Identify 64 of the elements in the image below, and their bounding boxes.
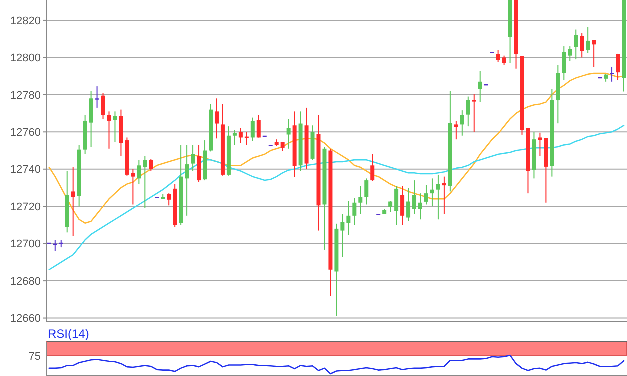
candlestick: [101, 92, 106, 120]
candlestick: [610, 66, 614, 82]
y-tick-label: 12820: [10, 15, 41, 28]
candlestick: [424, 184, 428, 206]
candlestick: [280, 142, 285, 152]
candlestick: [143, 156, 148, 209]
y-tick-label: 12780: [10, 90, 41, 102]
candlestick: [250, 117, 255, 142]
y-tick-label: 12680: [10, 276, 41, 288]
candlestick: [346, 200, 351, 236]
y-tick-label: 12800: [10, 52, 41, 65]
candlestick: [562, 46, 566, 81]
candlestick: [185, 144, 190, 216]
candlestick: [538, 132, 542, 157]
candlestick: [400, 186, 405, 226]
text: 75: [28, 350, 41, 363]
candlestick: [71, 167, 76, 237]
candlestick: [358, 186, 363, 215]
candlestick: [430, 178, 434, 208]
candlestick: [95, 86, 100, 108]
candlestick: [616, 53, 620, 81]
line-series: [48, 72, 625, 224]
y-tick-label: 12760: [10, 127, 41, 139]
line-series: [48, 124, 625, 271]
candlestick: [394, 186, 399, 226]
candlestick: [149, 158, 154, 172]
candlestick: [232, 130, 237, 146]
candlestick: [568, 46, 572, 62]
candlestick: [364, 178, 369, 206]
candlestick: [472, 93, 476, 133]
candlestick: [137, 160, 142, 185]
candlestick: [574, 29, 578, 60]
candlestick: [107, 111, 112, 150]
candlestick: [580, 33, 584, 58]
candlestick: [238, 128, 243, 144]
candlestick: [340, 214, 345, 258]
candlestick: [442, 176, 446, 215]
candlestick: [478, 70, 482, 103]
candlestick: [586, 26, 590, 54]
chart-title: RSI(14): [48, 327, 90, 341]
candlestick: [460, 110, 464, 136]
candlestick: [191, 144, 196, 172]
candlestick: [214, 98, 219, 140]
candlestick: [502, 55, 506, 66]
candlestick: [406, 187, 411, 222]
candlestick: [388, 200, 393, 213]
y-tick-label: 12660: [10, 313, 41, 326]
candlestick: [352, 198, 357, 226]
candlestick: [466, 96, 470, 128]
candlestick: [436, 174, 440, 220]
candlestick: [496, 50, 500, 63]
y-tick-label: 12740: [10, 164, 41, 176]
candlestick: [412, 180, 417, 215]
candlestick: [454, 120, 458, 140]
candlestick: [167, 193, 172, 206]
candlestick: [113, 111, 118, 143]
candlestick: [131, 168, 136, 206]
candlestick: [286, 118, 291, 150]
y-tick-label: 12700: [10, 238, 41, 251]
y-tick-label: 12720: [10, 201, 41, 214]
candlestick: [370, 154, 375, 182]
candlestick: [592, 40, 596, 68]
candlestick: [256, 114, 261, 138]
candlestick: [418, 193, 422, 220]
